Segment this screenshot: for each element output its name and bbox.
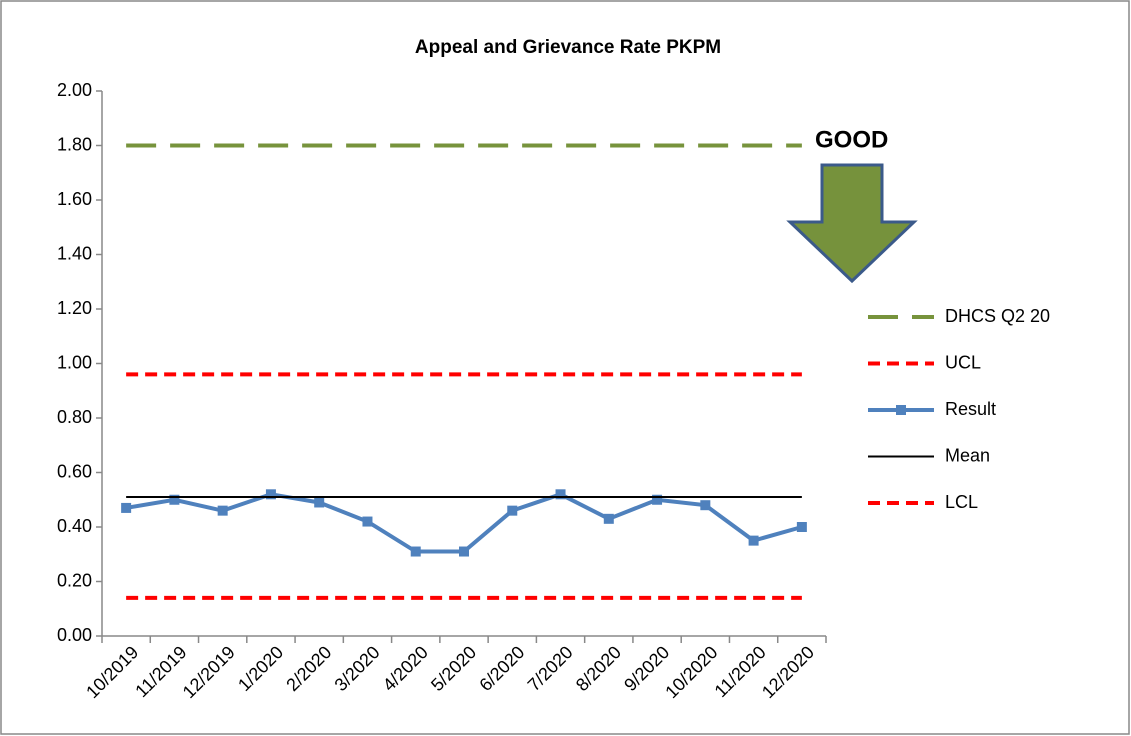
chart-title: Appeal and Grievance Rate PKPM [415, 37, 721, 58]
y-tick-label: 1.40 [57, 243, 92, 263]
legend-label: LCL [945, 492, 978, 512]
series-marker [700, 500, 711, 511]
series-marker [265, 489, 276, 500]
y-tick-label: 0.60 [57, 461, 92, 481]
legend-label: DHCS Q2 20 [945, 306, 1050, 326]
series-marker [748, 535, 759, 546]
y-tick-label: 0.00 [57, 625, 92, 645]
series-marker [169, 494, 180, 505]
y-tick-label: 1.80 [57, 134, 92, 154]
y-tick-label: 1.60 [57, 189, 92, 209]
series-marker [652, 494, 663, 505]
series-marker [314, 497, 325, 508]
y-tick-label: 1.20 [57, 298, 92, 318]
legend-label: Mean [945, 445, 990, 465]
series-marker [603, 513, 614, 524]
series-marker [459, 546, 469, 557]
y-tick-label: 2.00 [57, 80, 92, 100]
series-marker [410, 546, 421, 557]
y-tick-label: 0.20 [57, 570, 92, 590]
good-arrow [786, 163, 918, 284]
legend-marker [896, 405, 906, 415]
series-marker [362, 516, 373, 527]
legend-label: UCL [945, 352, 981, 372]
y-tick-label: 0.40 [57, 516, 92, 536]
legend-label: Result [945, 399, 996, 419]
series-marker [555, 489, 566, 500]
series-marker [217, 505, 228, 516]
annotation: GOOD [815, 126, 888, 153]
series-marker [796, 522, 807, 532]
series-marker [507, 505, 518, 516]
series-marker [121, 502, 132, 513]
y-tick-label: 0.80 [57, 407, 92, 427]
y-tick-label: 1.00 [57, 352, 92, 372]
